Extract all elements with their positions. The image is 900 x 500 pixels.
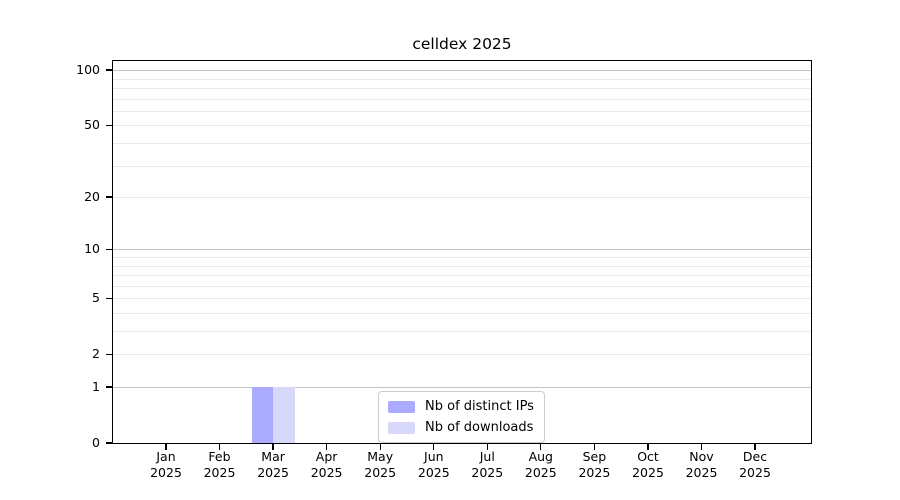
x-tick-mark-2 bbox=[272, 443, 274, 450]
x-tick-label-7: Aug 2025 bbox=[524, 449, 557, 480]
x-tick-mark-11 bbox=[754, 443, 756, 450]
gridline-8 bbox=[113, 265, 811, 267]
x-tick-mark-7 bbox=[540, 443, 542, 450]
x-tick-label-2: Mar 2025 bbox=[257, 449, 289, 480]
y-tick-label-10: 10 bbox=[84, 241, 100, 257]
legend: Nb of distinct IPs Nb of downloads bbox=[378, 391, 545, 443]
x-tick-mark-3 bbox=[325, 443, 328, 450]
gridline-3 bbox=[113, 331, 811, 332]
gridline-80 bbox=[113, 87, 811, 89]
y-tick-label-20: 20 bbox=[84, 189, 100, 204]
x-tick-label-3: Apr 2025 bbox=[310, 449, 343, 480]
x-tick-mark-10 bbox=[700, 443, 703, 450]
y-tick-label-1: 1 bbox=[92, 379, 100, 394]
x-tick-label-6: Jul 2025 bbox=[471, 449, 504, 480]
x-tick-label-9: Oct 2025 bbox=[632, 449, 664, 480]
gridlines-layer bbox=[113, 61, 811, 443]
y-axis-tick-labels: 0 1 2 5 10 20 50 100 bbox=[0, 61, 113, 450]
x-tick-label-0: Jan 2025 bbox=[150, 449, 182, 480]
gridline-1 bbox=[113, 387, 811, 388]
gridline-2 bbox=[113, 354, 811, 356]
x-tick-mark-9 bbox=[647, 443, 649, 450]
gridline-9 bbox=[113, 256, 811, 258]
y-tick-mark-5 bbox=[106, 297, 113, 299]
x-tick-mark-8 bbox=[593, 443, 596, 450]
bars-layer bbox=[113, 61, 811, 443]
x-tick-label-1: Feb 2025 bbox=[203, 449, 236, 480]
x-tick-label-10: Nov 2025 bbox=[685, 449, 718, 480]
y-axis-tick-marks bbox=[106, 61, 113, 444]
y-tick-mark-20 bbox=[106, 196, 113, 198]
gridline-10 bbox=[113, 249, 811, 251]
y-tick-mark-100 bbox=[106, 69, 113, 71]
legend-label: Nb of distinct IPs bbox=[425, 399, 534, 414]
x-tick-mark-0 bbox=[165, 443, 167, 450]
legend-item: Nb of distinct IPs bbox=[388, 398, 534, 415]
legend-swatch-downloads bbox=[388, 421, 415, 434]
gridline-100 bbox=[113, 70, 811, 72]
x-tick-label-8: Sep 2025 bbox=[578, 449, 611, 480]
x-tick-label-5: Jun 2025 bbox=[417, 449, 450, 480]
y-tick-label-0: 0 bbox=[92, 435, 100, 450]
x-tick-mark-5 bbox=[433, 443, 435, 450]
x-tick-mark-4 bbox=[379, 443, 381, 450]
bar-nb-of-distinct-ips-mar-2025 bbox=[251, 387, 274, 443]
y-tick-label-2: 2 bbox=[92, 346, 100, 362]
gridline-40 bbox=[113, 142, 811, 144]
gridline-90 bbox=[113, 78, 811, 80]
x-tick-label-11: Dec 2025 bbox=[739, 449, 771, 480]
x-tick-label-4: May 2025 bbox=[364, 449, 397, 480]
y-tick-label-50: 50 bbox=[84, 117, 100, 133]
gridline-30 bbox=[113, 165, 811, 167]
y-tick-mark-1 bbox=[106, 386, 113, 388]
gridline-7 bbox=[113, 275, 811, 276]
gridline-50 bbox=[113, 125, 811, 127]
bar-nb-of-downloads-mar-2025 bbox=[273, 387, 295, 443]
y-tick-mark-0 bbox=[106, 442, 113, 444]
x-tick-mark-1 bbox=[218, 443, 221, 450]
gridline-60 bbox=[113, 110, 811, 112]
chart-title: celldex 2025 bbox=[412, 35, 512, 53]
gridline-5 bbox=[113, 298, 811, 300]
y-tick-mark-10 bbox=[106, 248, 113, 250]
y-tick-label-5: 5 bbox=[92, 290, 100, 306]
x-tick-mark-6 bbox=[486, 443, 488, 450]
gridline-20 bbox=[113, 197, 811, 198]
legend-item: Nb of downloads bbox=[388, 419, 534, 436]
x-axis-tick-labels: Jan 2025 Feb 2025 Mar 2025 Apr 2025 May 2025… bbox=[113, 449, 811, 489]
plot-area bbox=[111, 59, 812, 444]
gridline-6 bbox=[113, 285, 811, 287]
legend-swatch-distinct-ips bbox=[388, 400, 415, 413]
y-tick-mark-50 bbox=[106, 124, 113, 126]
gridline-4 bbox=[113, 312, 811, 314]
legend-label: Nb of downloads bbox=[425, 420, 534, 435]
gridline-70 bbox=[113, 98, 811, 100]
y-tick-label-100: 100 bbox=[76, 62, 100, 78]
x-axis-tick-marks bbox=[113, 443, 811, 450]
y-tick-mark-2 bbox=[106, 353, 113, 355]
